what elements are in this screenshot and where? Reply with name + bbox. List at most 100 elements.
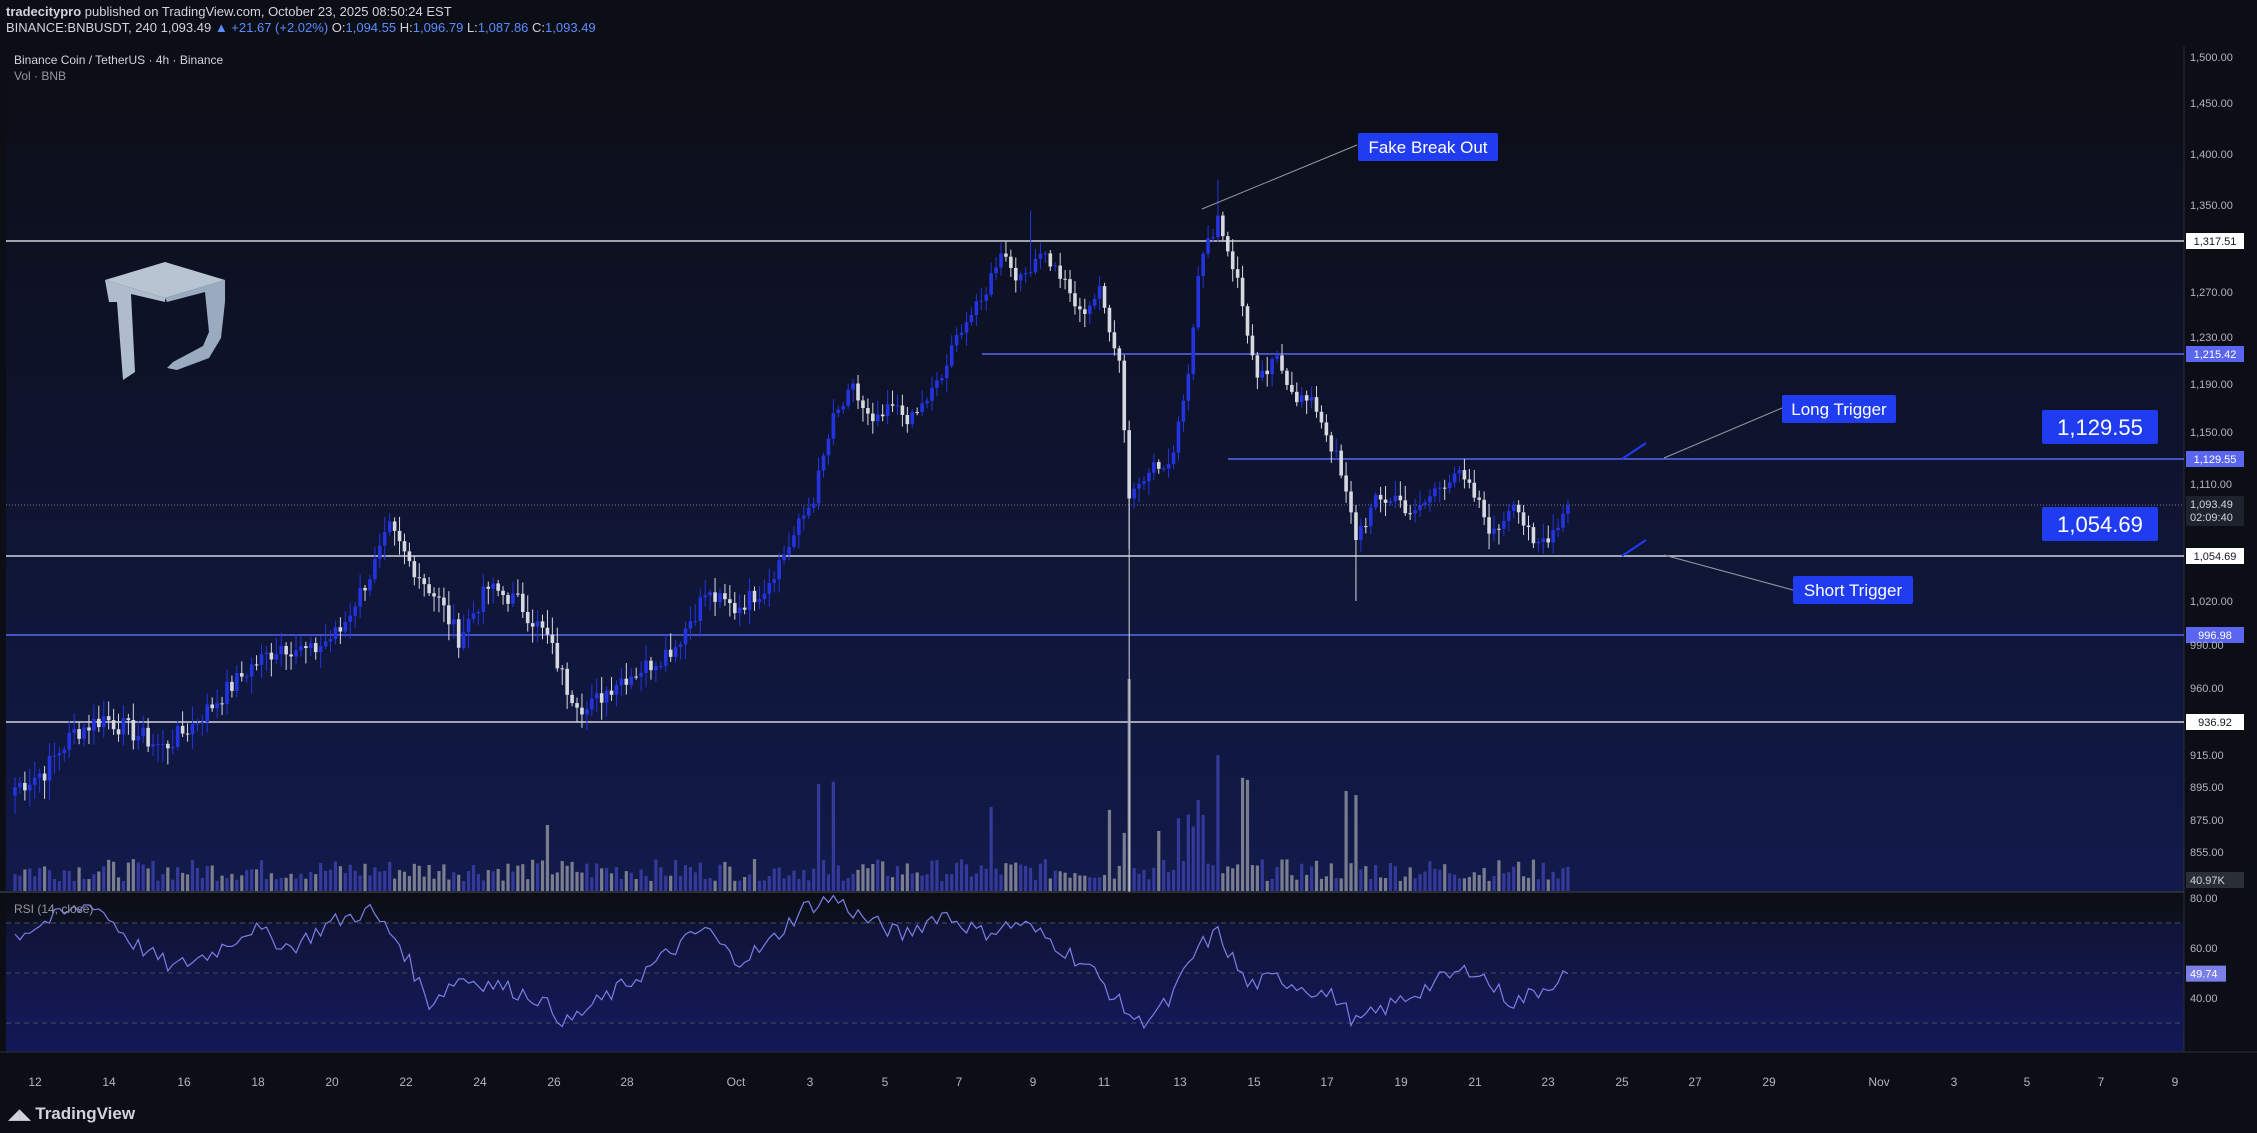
volume-bar <box>1482 867 1486 891</box>
level-tag-text: 1,215.42 <box>2194 349 2237 361</box>
volume-bar <box>1137 873 1141 891</box>
candle-body <box>1546 538 1551 543</box>
volume-bar <box>269 873 273 891</box>
fake-breakout-label-text: Fake Break Out <box>1368 138 1487 157</box>
volume-bar <box>1364 866 1368 891</box>
candle-body <box>713 592 717 602</box>
volume-bar <box>1285 859 1289 891</box>
candle-body <box>1191 327 1196 375</box>
volume-bar <box>1305 874 1309 891</box>
candle-body <box>284 645 288 655</box>
volume-bar <box>1448 873 1452 891</box>
candle-body <box>984 294 989 301</box>
volume-bar <box>1107 809 1112 891</box>
candle-body <box>422 578 426 585</box>
candle-body <box>1541 538 1546 542</box>
candle-body <box>1275 355 1279 359</box>
candle-body <box>1393 495 1398 502</box>
volume-bar <box>526 879 530 891</box>
volume-bar <box>669 875 673 891</box>
volume-bar <box>1186 814 1190 891</box>
candle-body <box>136 736 141 741</box>
candle-body <box>1230 251 1235 270</box>
candle-body <box>659 665 663 667</box>
price-tick: 875.00 <box>2190 815 2224 827</box>
volume-bar <box>659 867 663 891</box>
candle-body <box>481 586 486 612</box>
rsi-value-text: 49.74 <box>2190 969 2218 981</box>
candle-body <box>1359 526 1363 540</box>
volume-bar <box>1245 779 1250 891</box>
rsi-tick: 80.00 <box>2190 893 2218 905</box>
volume-bar <box>393 878 397 891</box>
volume-bar <box>1408 867 1412 891</box>
volume-bar <box>1048 878 1052 891</box>
candle-body <box>787 546 791 555</box>
volume-bar <box>738 880 742 891</box>
volume-bar <box>674 860 678 891</box>
volume-bar <box>250 869 254 891</box>
volume-bar <box>1433 868 1437 891</box>
volume-bar <box>1260 859 1264 891</box>
author-name[interactable]: tradecitypro <box>6 4 82 19</box>
candle-body <box>1013 267 1018 281</box>
volume-bar <box>792 870 796 891</box>
candle-body <box>215 703 219 709</box>
volume-tag: 40.97K <box>2186 872 2244 888</box>
candle-body <box>1142 481 1146 484</box>
volume-bar <box>210 865 214 891</box>
volume-bar <box>1265 880 1269 891</box>
price-axis: 1,500.00 1,450.00 1,400.00 1,350.00 1,270.00… <box>2186 52 2244 888</box>
short-trigger-label-bg <box>1793 576 1913 604</box>
time-tick: Nov <box>1868 1075 1889 1089</box>
candle-body <box>944 365 949 379</box>
candle-body <box>200 722 205 724</box>
volume-bar <box>121 880 126 891</box>
volume-bar <box>1517 861 1521 891</box>
volume-bar <box>1324 876 1328 891</box>
current-price-text: 1,093.49 <box>2190 499 2233 511</box>
price-tick: 895.00 <box>2190 782 2224 794</box>
candle-body <box>111 720 116 730</box>
candle-body <box>954 334 959 346</box>
volume-bar <box>664 875 668 891</box>
candle-body <box>663 649 668 666</box>
candle-body <box>885 404 890 417</box>
candle-body <box>106 716 111 721</box>
level-tag-text: 936.92 <box>2198 717 2232 729</box>
volume-bar <box>708 878 712 891</box>
candle-body <box>442 597 446 606</box>
time-tick: 29 <box>1762 1075 1776 1089</box>
volume-bar <box>176 867 180 891</box>
volume-bar <box>772 868 776 891</box>
candle-body <box>594 693 599 699</box>
candle-body <box>520 593 525 613</box>
candle-body <box>688 621 693 629</box>
volume-bar <box>511 871 515 891</box>
volume-bar <box>609 873 614 891</box>
candle-body <box>1295 391 1299 403</box>
candle-body <box>1092 298 1097 306</box>
candle-body <box>328 639 333 642</box>
tradingview-brand[interactable]: ◢◣ TradingView <box>8 1104 135 1124</box>
fake-breakout-connector <box>1201 144 1358 210</box>
close-label: C: <box>528 20 546 35</box>
time-tick: 23 <box>1541 1075 1555 1089</box>
candle-body <box>683 628 688 645</box>
volume-bar <box>486 870 490 891</box>
candle-body <box>846 389 850 406</box>
volume-bar <box>38 868 42 891</box>
tradecity-logo <box>105 262 225 380</box>
candle-body <box>1566 505 1570 514</box>
volume-bar <box>87 879 91 891</box>
time-tick: 15 <box>1247 1075 1261 1089</box>
price-tick: 1,150.00 <box>2190 427 2233 439</box>
candle-body <box>1334 450 1339 452</box>
time-tick: 12 <box>28 1075 42 1089</box>
ohlc-info: BINANCE:BNBUSDT, 240 1,093.49 ▲ +21.67 (… <box>6 20 596 35</box>
volume-bar <box>1359 869 1363 891</box>
volume-bar <box>565 865 569 891</box>
candle-body <box>392 521 397 531</box>
candle-body <box>1073 293 1077 307</box>
